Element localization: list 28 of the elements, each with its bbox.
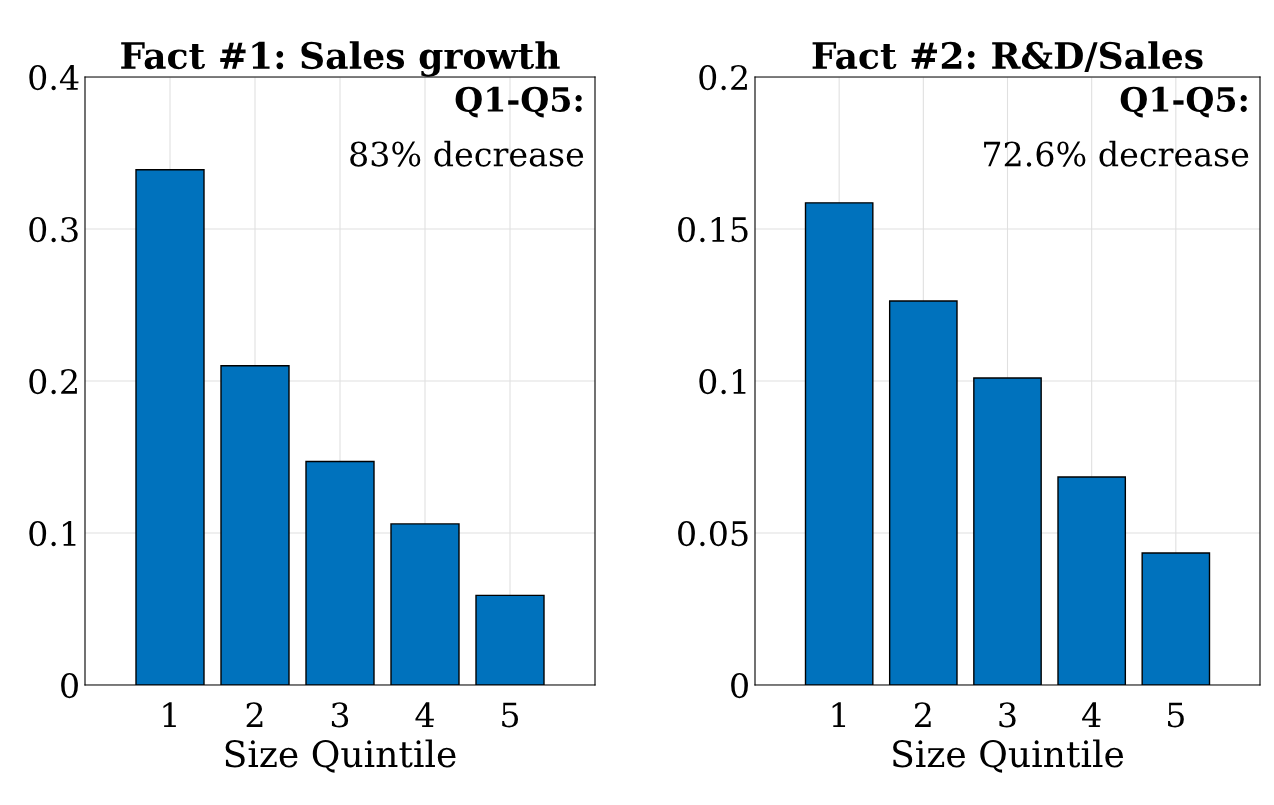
annotation: Q1-Q5: (455, 86, 582, 118)
x-tick-label: 4 (415, 702, 434, 727)
x-tick-label: 1 (832, 702, 846, 727)
y-tick-label: 0.05 (678, 520, 748, 547)
y-tick-label: 0.1 (699, 368, 746, 395)
annotation: 83% decrease (350, 140, 584, 167)
annotation: 72.6% decrease (984, 140, 1249, 167)
y-tick-label: 0.2 (29, 368, 77, 395)
x-tick-label: 5 (1168, 702, 1184, 728)
x-tick-label: 2 (246, 702, 263, 727)
x-tick-label: 2 (914, 702, 931, 727)
x-axis-title: Size Quintile (225, 739, 456, 773)
x-axis-title: Size Quintile (893, 739, 1124, 773)
y-tick-label: 0.1 (29, 520, 76, 547)
x-tick-label: 4 (1082, 702, 1101, 727)
x-tick-label: 1 (163, 702, 176, 727)
x-tick-label: 3 (999, 702, 1016, 728)
chart-title: Fact #1: Sales growth (121, 41, 560, 77)
chart-title: Fact #2: R&D/Sales (812, 41, 1203, 73)
x-tick-label: 5 (502, 702, 519, 728)
y-tick-label: 0.4 (29, 64, 79, 91)
y-tick-label: 0 (731, 672, 748, 699)
x-tick-label: 3 (331, 702, 349, 728)
y-tick-label: 0.15 (678, 216, 748, 243)
y-tick-label: 0.3 (29, 216, 78, 243)
annotation: Q1-Q5: (1120, 86, 1247, 118)
y-tick-label: 0 (61, 672, 78, 699)
y-tick-label: 0.2 (699, 64, 747, 91)
